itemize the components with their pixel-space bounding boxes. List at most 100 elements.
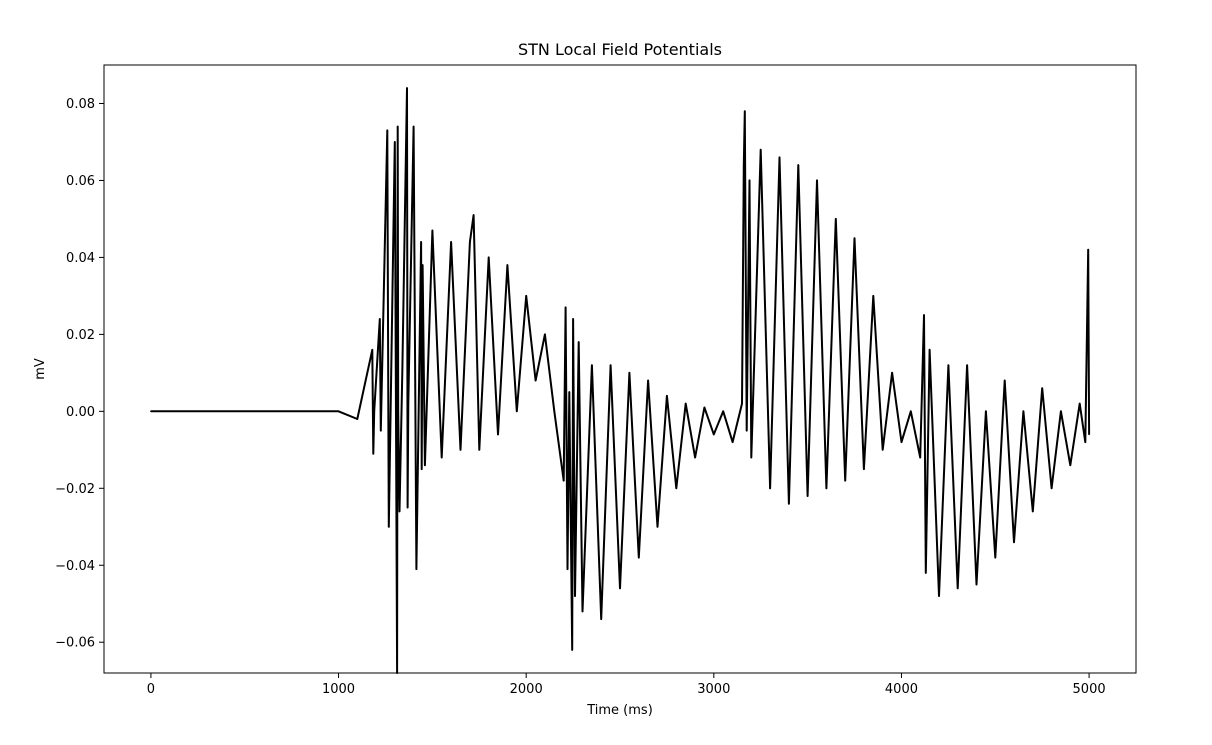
x-tick-label: 3000 [697,682,730,697]
data-point [788,502,790,505]
lfp-series-line [150,87,1091,674]
data-point [424,464,426,467]
data-point [401,372,404,374]
data-point [564,306,567,309]
data-point [638,556,640,559]
data-point [1022,410,1025,413]
data-point [406,87,408,89]
data-point [744,110,746,112]
y-tick-label: −0.06 [55,636,95,651]
data-point [337,410,340,413]
data-point [900,441,903,443]
x-tick-label: 4000 [885,682,918,697]
plot-frame [103,64,1137,674]
data-point [571,649,573,651]
data-point [516,410,518,413]
data-point [1032,510,1034,513]
data-point [600,618,602,620]
data-point [925,572,927,574]
data-point [568,391,571,393]
data-point [666,395,668,397]
chart-title: STN Local Field Potentials [518,40,722,59]
data-point [407,402,410,405]
data-point [1041,387,1043,390]
data-point [741,402,743,405]
y-tick-label: 0.02 [66,328,95,343]
data-point [647,379,649,382]
data-point [1088,433,1090,436]
data-point [459,449,462,451]
data-point [872,295,875,297]
data-point [388,526,390,528]
y-tick-label: −0.02 [55,482,95,497]
x-tick-label: 5000 [1073,682,1106,697]
data-point [450,241,452,243]
data-point [372,452,375,455]
data-point [577,341,580,343]
data-point [544,333,546,336]
data-point [398,510,401,513]
data-point [1003,379,1006,382]
data-point [472,214,475,216]
data-point [572,318,574,320]
data-point [150,410,152,413]
data-point [684,402,687,405]
data-point [745,429,748,432]
data-point [534,379,537,382]
data-point [956,587,959,590]
data-point [553,410,556,413]
data-point [497,433,499,436]
data-point [713,433,715,436]
data-point [619,587,621,590]
x-tick-label: 2000 [510,682,543,697]
data-point [1069,464,1072,467]
data-point [748,179,751,182]
data-point [415,568,418,570]
data-point [928,349,931,351]
data-point [1078,402,1081,405]
data-point [1050,487,1053,490]
y-tick-label: 0.06 [66,174,95,189]
data-point [386,129,389,132]
data-point [891,372,893,374]
y-tick-label: 0.04 [66,251,95,266]
y-axis-title: mV [33,358,48,380]
data-point [881,449,884,451]
data-point [947,364,950,367]
y-tick-label: 0.00 [66,405,95,420]
data-point [387,402,390,405]
data-point [406,506,409,509]
data-point [975,583,978,586]
data-point [1013,541,1015,543]
data-point [562,479,565,482]
data-point [628,372,631,374]
data-point [394,141,396,143]
data-point [769,487,771,490]
data-point [431,229,434,232]
y-tick-label: −0.04 [55,559,95,574]
data-point [853,237,856,239]
data-point [574,595,576,597]
data-point [1084,441,1087,443]
data-point [731,441,734,443]
data-point [759,148,762,151]
data-point [923,314,925,316]
x-tick-label: 1000 [322,682,355,697]
data-point [581,610,584,613]
data-point [938,595,940,597]
data-point [863,468,865,470]
data-point [825,487,828,490]
data-point [656,526,659,528]
data-point [703,406,706,409]
data-point [478,449,481,451]
data-point [675,487,678,490]
data-point [591,364,593,367]
data-point [609,364,612,367]
data-point [919,456,921,459]
data-point [356,418,359,420]
data-point [397,410,400,413]
data-point [487,256,490,259]
data-point [985,410,987,413]
data-point [420,241,422,243]
data-point [816,179,818,182]
